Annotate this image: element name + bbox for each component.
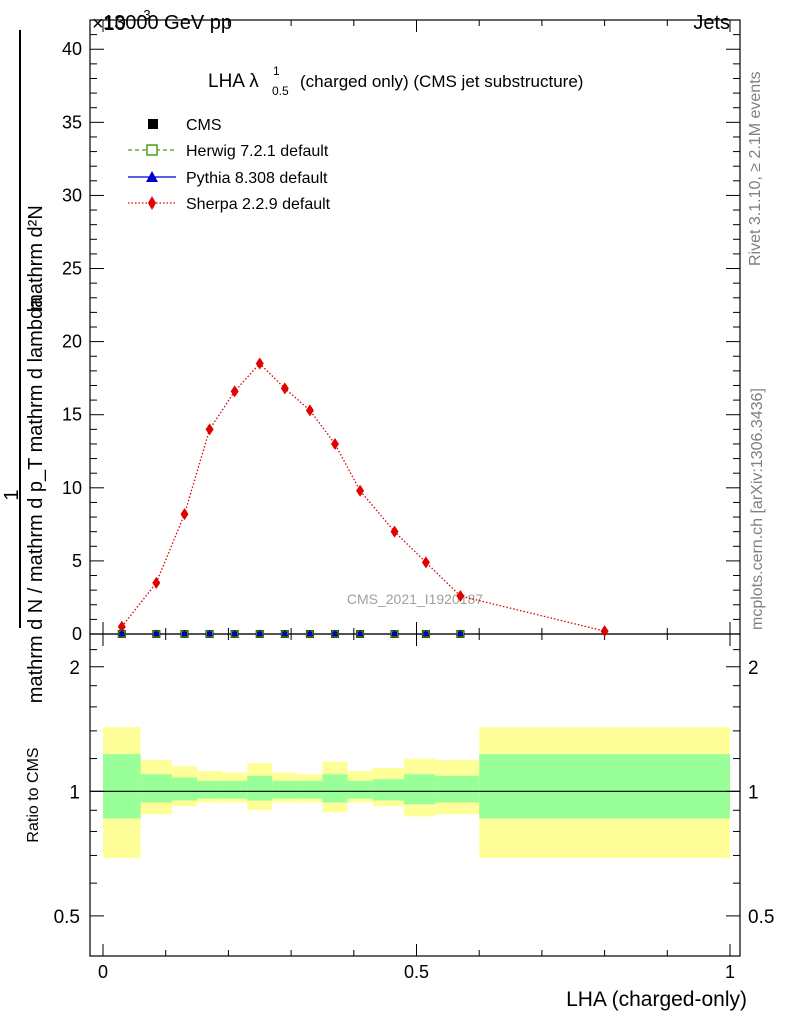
x-tick-label: 0 (98, 962, 108, 982)
legend-entry-cms: CMS (148, 117, 222, 134)
ylabel-prefix: 1 (1, 489, 23, 500)
pythia-point (152, 630, 160, 636)
ratio-band-green (247, 775, 273, 801)
y-tick-label: 30 (62, 185, 82, 205)
pythia-point (306, 630, 314, 636)
sherpa-point (180, 508, 189, 521)
pythia-point (231, 630, 239, 636)
analysis-watermark: CMS_2021_I1920187 (347, 591, 483, 607)
y-tick-label: 15 (62, 405, 82, 425)
pythia-point (256, 630, 264, 636)
ratio-y-label: Ratio to CMS (25, 747, 42, 842)
legend-marker-pythia (146, 171, 158, 182)
plot-title: LHA λ 1 0.5 (charged only) (CMS jet subs… (208, 64, 583, 98)
legend-label-pythia: Pythia 8.308 default (186, 170, 328, 187)
ratio-band-green (171, 777, 198, 801)
sherpa-point (230, 385, 239, 398)
sherpa-point (305, 404, 314, 417)
category-label: Jets (693, 12, 730, 34)
legend-entry-pythia: Pythia 8.308 default (128, 170, 328, 187)
legend-label-sherpa: Sherpa 2.2.9 default (186, 196, 331, 213)
legend-marker-sherpa (148, 196, 156, 210)
sherpa-point (255, 357, 264, 370)
ratio-tick-label-right: 1 (748, 782, 759, 803)
ratio-band-green (197, 780, 223, 799)
sherpa-point (117, 620, 126, 633)
main-plot-frame (89, 19, 741, 635)
ratio-band-green (140, 774, 172, 803)
exponent-label: ×10 (92, 13, 126, 35)
pythia-point (456, 630, 464, 636)
y-tick-label: 10 (62, 478, 82, 498)
y-tick-label: 20 (62, 332, 82, 352)
ratio-tick-label-right: 2 (748, 658, 759, 679)
title-subscript: 0.5 (272, 84, 289, 98)
pythia-point (281, 630, 289, 636)
sherpa-series-line (121, 362, 605, 632)
ratio-band-green (222, 780, 248, 799)
y-tick-label: 5 (72, 551, 82, 571)
sherpa-point (205, 423, 214, 436)
legend-marker-herwig (146, 144, 158, 156)
legend-entry-herwig: Herwig 7.2.1 default (128, 143, 329, 160)
legend-label-herwig: Herwig 7.2.1 default (186, 143, 329, 160)
title-suffix: (charged only) (CMS jet substructure) (300, 72, 583, 91)
ratio-band-green (103, 754, 141, 819)
rivet-label: Rivet 3.1.10, ≥ 2.1M events (747, 71, 764, 266)
legend: CMS Herwig 7.2.1 default Pythia 8.308 de… (128, 117, 331, 213)
ylabel-numerator: mathrm d²N (25, 205, 47, 311)
ratio-band-green (322, 774, 348, 803)
ratio-tick-label-left: 0.5 (54, 907, 80, 928)
x-axis-label: LHA (charged-only) (566, 988, 747, 1011)
ratio-band-green (272, 780, 298, 799)
legend-entry-sherpa: Sherpa 2.2.9 default (128, 196, 331, 213)
x-tick-label: 0.5 (404, 962, 429, 982)
title-main: LHA λ (208, 71, 259, 92)
pythia-point (181, 630, 189, 636)
ratio-band-green (435, 775, 480, 803)
ratio-tick-label-left: 1 (69, 782, 80, 803)
energy-label: 13000 GeV pp (103, 12, 232, 34)
mcplots-label: mcplots.cern.ch [arXiv:1306.3436] (749, 388, 766, 630)
y-tick-label: 35 (62, 112, 82, 132)
y-tick-label: 0 (72, 624, 82, 644)
y-tick-label: 40 (62, 39, 82, 59)
ratio-tick-label-right: 0.5 (748, 907, 774, 928)
main-y-axis-label: mathrm d²N 1 mathrm d N / mathrm d p_T m… (1, 30, 47, 703)
sherpa-point (280, 382, 289, 395)
pythia-point (391, 630, 399, 636)
title-superscript: 1 (273, 64, 280, 78)
pythia-point (118, 630, 126, 636)
sherpa-point (356, 484, 365, 497)
exponent-power: -3 (139, 7, 151, 22)
ratio-tick-label-left: 2 (69, 658, 80, 679)
y-tick-label: 25 (62, 259, 82, 279)
sherpa-point (421, 556, 430, 569)
x-tick-label: 1 (725, 962, 735, 982)
ratio-band-green (347, 780, 373, 799)
ylabel-main: mathrm d N / mathrm d p_T mathrm d lambd… (25, 296, 47, 703)
sherpa-point (330, 437, 339, 450)
pythia-point (206, 630, 214, 636)
pythia-point (331, 630, 339, 636)
pythia-point (356, 630, 364, 636)
sherpa-point (456, 589, 465, 602)
sherpa-point (600, 625, 609, 638)
legend-label-cms: CMS (186, 117, 222, 134)
ratio-plot-frame (89, 633, 741, 957)
ratio-band-green (403, 774, 436, 805)
ratio-band-green (479, 754, 730, 819)
pythia-point (422, 630, 430, 636)
sherpa-point (152, 576, 161, 589)
ratio-band-green (297, 780, 323, 799)
legend-marker-cms (148, 119, 158, 129)
ratio-band-green (372, 779, 404, 801)
sherpa-point (390, 525, 399, 538)
